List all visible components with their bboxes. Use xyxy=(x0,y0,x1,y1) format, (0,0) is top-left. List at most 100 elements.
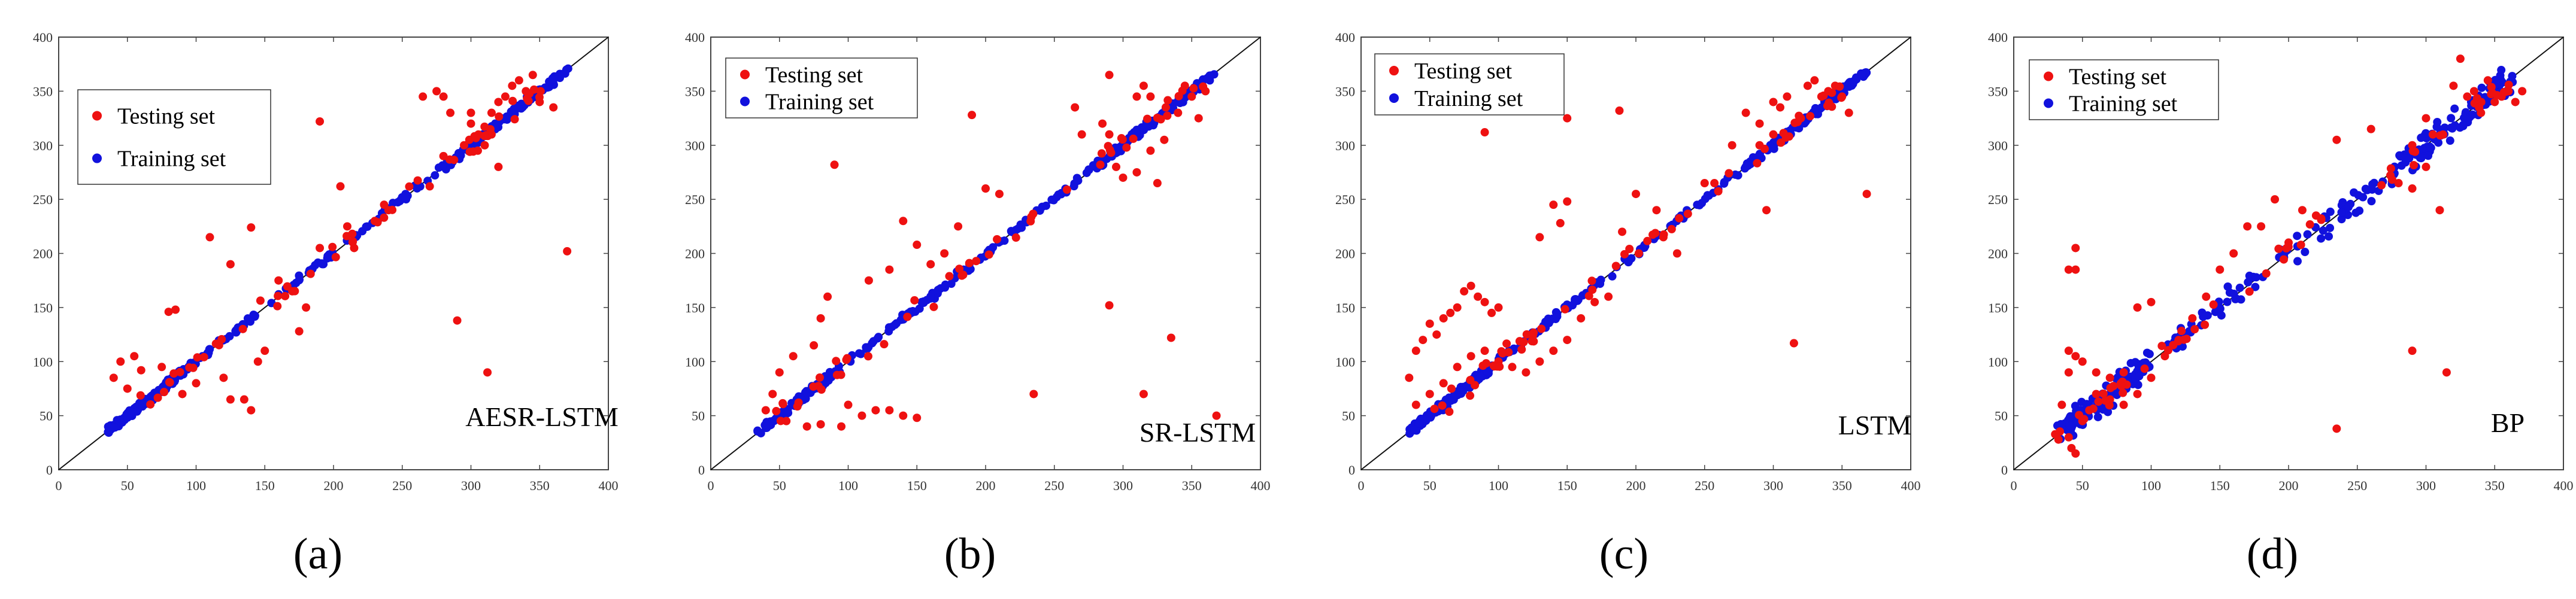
testing-point xyxy=(2463,92,2472,101)
training-point xyxy=(941,280,950,289)
testing-point xyxy=(1494,303,1503,312)
testing-point xyxy=(995,190,1004,199)
training-point xyxy=(1754,152,1763,161)
testing-point xyxy=(993,235,1002,244)
testing-point xyxy=(968,111,977,120)
testing-point xyxy=(1132,168,1141,177)
testing-point xyxy=(1508,363,1517,372)
testing-point xyxy=(2483,76,2492,85)
x-tick-label: 0 xyxy=(2011,478,2017,493)
training-point xyxy=(2325,232,2333,241)
x-tick-label: 200 xyxy=(1626,478,1646,493)
x-tick-label: 150 xyxy=(2210,478,2230,493)
testing-point xyxy=(514,76,523,85)
testing-point xyxy=(480,141,489,150)
testing-point xyxy=(1166,333,1175,342)
testing-point xyxy=(1672,249,1681,258)
training-point xyxy=(1047,195,1056,204)
testing-point xyxy=(1466,391,1475,400)
testing-point xyxy=(903,312,912,321)
testing-point xyxy=(1466,281,1475,290)
testing-point xyxy=(926,260,935,269)
testing-point xyxy=(281,291,290,300)
testing-point xyxy=(2317,214,2326,223)
training-point xyxy=(1720,178,1729,187)
training-point xyxy=(2251,273,2260,282)
testing-point xyxy=(508,81,517,90)
model-label: LSTM xyxy=(1838,410,1912,440)
training-point xyxy=(2093,412,2102,421)
testing-point xyxy=(109,373,118,382)
training-point xyxy=(1420,414,1429,423)
testing-point xyxy=(1560,305,1569,314)
testing-point xyxy=(413,176,422,185)
training-point xyxy=(2497,66,2506,75)
testing-point xyxy=(1132,92,1141,101)
y-tick-label: 0 xyxy=(1348,463,1355,478)
training-point xyxy=(2337,208,2346,217)
model-label: SR-LSTM xyxy=(1139,417,1256,448)
testing-point xyxy=(508,96,517,105)
training-point xyxy=(110,423,119,432)
testing-point xyxy=(899,411,908,420)
testing-point xyxy=(2271,195,2280,204)
training-point xyxy=(2477,83,2486,92)
training-point xyxy=(2301,248,2310,257)
testing-point xyxy=(2057,400,2066,409)
testing-point xyxy=(306,269,315,278)
testing-point xyxy=(1478,361,1487,370)
training-point xyxy=(434,163,443,172)
testing-point xyxy=(336,182,345,191)
testing-point xyxy=(1480,128,1489,137)
testing-point xyxy=(2140,364,2149,373)
testing-point xyxy=(1194,114,1203,123)
testing-point xyxy=(116,357,125,366)
panel-caption: (d) xyxy=(2247,530,2298,579)
training-point xyxy=(431,171,440,180)
y-tick-label: 200 xyxy=(1335,247,1355,262)
testing-point xyxy=(316,244,325,253)
testing-point xyxy=(157,363,166,372)
x-tick-label: 250 xyxy=(1695,478,1714,493)
testing-point xyxy=(217,335,226,343)
testing-point xyxy=(2475,103,2484,112)
testing-point xyxy=(1161,103,1170,112)
training-point xyxy=(2445,136,2454,145)
testing-point xyxy=(2274,244,2283,253)
testing-point xyxy=(1143,114,1152,123)
legend-box xyxy=(725,57,918,118)
testing-point xyxy=(1652,206,1661,215)
testing-point xyxy=(2071,352,2080,361)
testing-point xyxy=(2394,179,2403,188)
testing-point xyxy=(523,94,532,103)
legend-testing-label: Testing set xyxy=(117,104,215,129)
training-point xyxy=(317,259,326,268)
x-tick-label: 300 xyxy=(1763,478,1783,493)
testing-point xyxy=(2119,388,2128,397)
testing-point xyxy=(1643,236,1652,245)
testing-point xyxy=(1789,339,1798,348)
testing-point xyxy=(1187,92,1196,101)
testing-point xyxy=(1769,130,1778,139)
training-point xyxy=(2135,372,2144,381)
y-tick-label: 150 xyxy=(1335,300,1355,315)
testing-point xyxy=(2064,433,2073,442)
y-tick-label: 300 xyxy=(33,138,53,153)
testing-point xyxy=(2229,249,2238,258)
testing-point xyxy=(2456,54,2465,63)
testing-point xyxy=(2064,368,2073,377)
testing-point xyxy=(373,218,382,227)
testing-point xyxy=(1104,142,1113,151)
testing-point xyxy=(2262,269,2271,278)
testing-point xyxy=(832,357,841,366)
x-tick-label: 400 xyxy=(2554,478,2574,493)
training-point xyxy=(560,69,569,78)
training-point xyxy=(2199,312,2208,321)
testing-point xyxy=(1632,190,1640,199)
testing-point xyxy=(864,276,873,285)
testing-point xyxy=(913,241,922,250)
testing-point xyxy=(226,395,235,404)
training-point xyxy=(1578,291,1587,300)
testing-point xyxy=(2094,397,2103,406)
training-point xyxy=(2293,232,2302,241)
